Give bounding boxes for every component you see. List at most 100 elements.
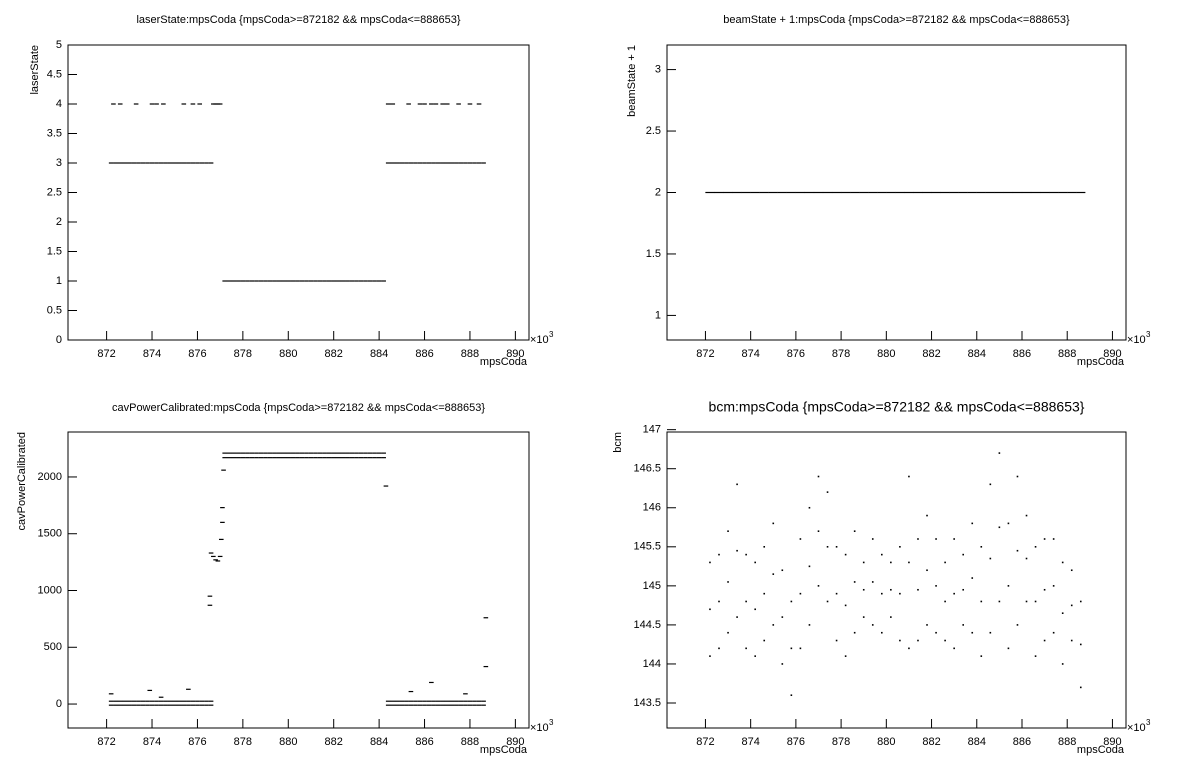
point — [108, 162, 114, 164]
point — [718, 600, 720, 603]
point — [994, 191, 1004, 194]
point — [113, 704, 118, 706]
point — [1079, 643, 1082, 646]
point — [944, 600, 946, 603]
point — [877, 191, 887, 194]
point — [1079, 600, 1082, 603]
point — [822, 191, 833, 194]
point — [131, 700, 137, 702]
point — [154, 162, 159, 164]
point — [890, 616, 892, 618]
point — [208, 162, 214, 164]
point — [1052, 631, 1055, 634]
point — [1030, 191, 1041, 194]
point — [417, 700, 423, 702]
point — [220, 521, 225, 523]
point — [181, 162, 187, 164]
point — [736, 549, 738, 552]
point — [231, 280, 237, 282]
point — [881, 631, 883, 634]
x-multiplier-exponent: 3 — [1146, 718, 1151, 727]
point — [154, 704, 159, 706]
point — [158, 696, 164, 698]
point — [276, 457, 282, 459]
point — [998, 526, 1001, 529]
point — [1025, 600, 1028, 603]
point — [372, 457, 377, 459]
point — [1058, 191, 1068, 194]
point — [276, 452, 282, 454]
point — [385, 704, 391, 706]
point — [308, 457, 314, 459]
point — [204, 700, 209, 702]
point — [426, 704, 432, 706]
x-tick-label: 876 — [787, 348, 805, 360]
point — [281, 280, 287, 282]
point — [186, 700, 191, 702]
point — [454, 162, 459, 164]
point — [381, 280, 386, 282]
point — [998, 600, 1001, 603]
point — [727, 631, 729, 634]
y-tick-label: 1.5 — [47, 245, 62, 257]
point — [426, 700, 432, 702]
point — [304, 457, 309, 459]
point — [917, 538, 919, 540]
point — [394, 700, 400, 702]
point — [922, 191, 932, 194]
point — [136, 700, 141, 702]
point — [745, 647, 747, 650]
point — [844, 553, 847, 556]
point — [111, 103, 116, 105]
point — [1061, 561, 1064, 564]
point — [456, 103, 461, 105]
point — [117, 103, 123, 105]
point — [1043, 639, 1046, 642]
point — [844, 655, 847, 657]
point — [117, 162, 123, 164]
point — [195, 162, 200, 164]
point — [1061, 663, 1064, 665]
point — [871, 624, 874, 626]
point — [472, 162, 477, 164]
point — [754, 655, 756, 657]
point — [208, 552, 214, 554]
x-tick-label: 874 — [741, 348, 759, 360]
x-tick-label: 876 — [787, 736, 805, 748]
point — [1034, 546, 1037, 548]
y-tick-label: 144.5 — [633, 619, 661, 631]
x-tick-label: 878 — [234, 348, 252, 360]
point — [272, 280, 277, 282]
point — [408, 704, 414, 706]
point — [413, 700, 418, 702]
point — [859, 191, 869, 194]
point — [422, 700, 427, 702]
point — [208, 704, 214, 706]
point — [390, 103, 396, 105]
point — [163, 162, 168, 164]
point — [281, 457, 287, 459]
point — [263, 280, 268, 282]
point — [817, 475, 820, 478]
point — [727, 581, 729, 583]
point — [741, 191, 751, 194]
point — [980, 600, 983, 603]
point — [1025, 557, 1028, 560]
point — [980, 546, 983, 548]
point — [835, 546, 838, 548]
point — [853, 530, 856, 532]
point — [426, 162, 432, 164]
point — [709, 655, 711, 657]
x-tick-label: 878 — [234, 736, 252, 748]
point — [207, 595, 213, 597]
point — [763, 639, 766, 642]
point — [236, 280, 241, 282]
point — [481, 700, 486, 702]
point — [1003, 191, 1014, 194]
point — [1043, 588, 1046, 591]
point — [217, 103, 223, 105]
point — [122, 700, 128, 702]
y-tick-label: 1500 — [38, 528, 62, 540]
point — [136, 704, 141, 706]
x-axis-label: mpsCoda — [480, 356, 528, 368]
